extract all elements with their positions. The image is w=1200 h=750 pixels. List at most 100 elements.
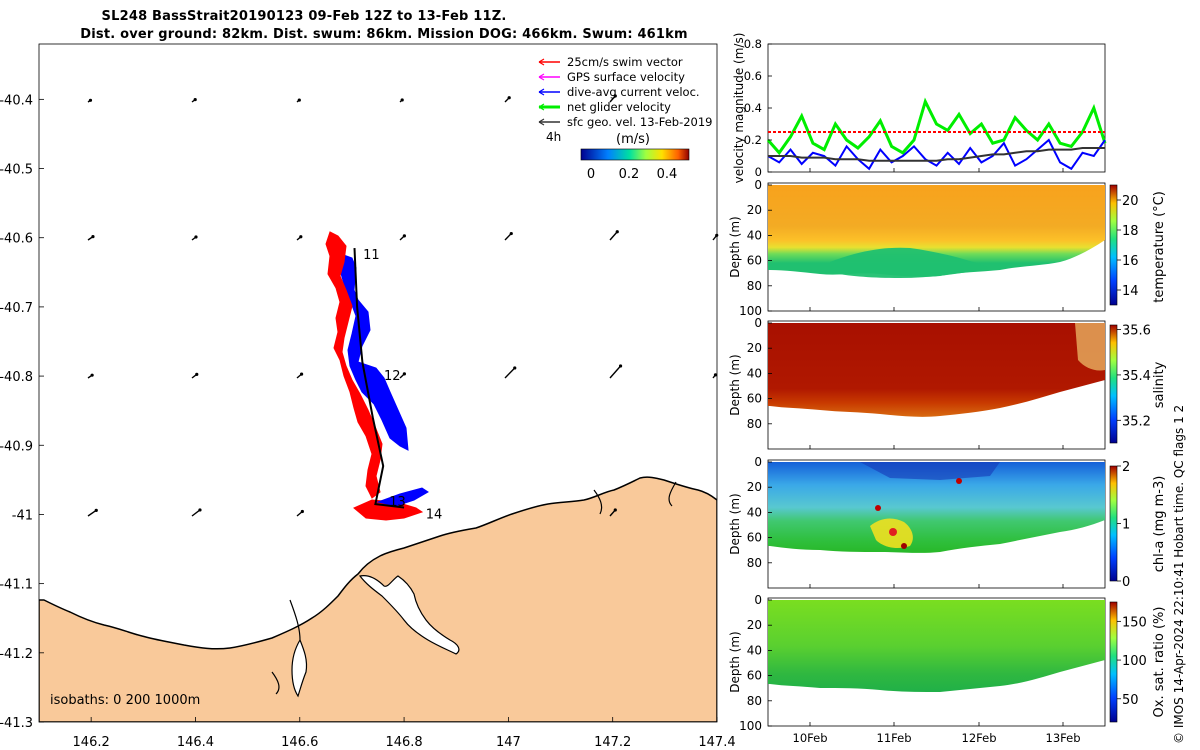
time-tick-label: 13Feb bbox=[1046, 731, 1081, 745]
colorbar-tick-label: 35.2 bbox=[1122, 414, 1151, 429]
time-x-ticks: 10Feb 11Feb 12Feb 13Feb bbox=[793, 168, 1081, 745]
map-x-tick-label: 147 bbox=[496, 735, 521, 750]
depth-tick-label: 80 bbox=[747, 556, 762, 570]
depth-tick-label: 60 bbox=[747, 531, 762, 545]
map-y-tick-label: -40.8 bbox=[0, 370, 33, 385]
depth-tick-label: 0 bbox=[754, 455, 762, 469]
velocity-arrow-head bbox=[507, 96, 511, 100]
surface-velocity-vectors bbox=[87, 94, 719, 517]
map-x-tick-label: 146.6 bbox=[281, 735, 318, 750]
chlorophyll-hotspot bbox=[901, 543, 907, 549]
time-tick-label: 12Feb bbox=[962, 731, 997, 745]
colorbar-tick-label: 2 bbox=[1122, 460, 1130, 475]
depth-axis-label: Depth (m) bbox=[728, 216, 742, 277]
title-line-1: SL248 BassStrait20190123 09-Feb 12Z to 1… bbox=[101, 9, 507, 24]
velocity-y-tick-label: 0.8 bbox=[744, 37, 762, 51]
map-x-ticks: 146.2 146.4 146.6 146.8 147 147.2 147.4 bbox=[73, 717, 736, 750]
map-y-tick-label: -41.3 bbox=[0, 716, 33, 731]
chlorophyll-colorbar bbox=[1109, 465, 1118, 582]
depth-tick-label: 40 bbox=[747, 505, 762, 519]
depth-tick-label: 40 bbox=[747, 366, 762, 380]
depth-tick-label: 100 bbox=[739, 304, 762, 318]
salinity-colorbar-ticks: 35.2 35.4 35.6 bbox=[1117, 324, 1151, 429]
velocity-arrow bbox=[609, 231, 618, 241]
velocity-panel: 0 0.2 0.4 0.6 0.8 velocity magnitude (m/s) bbox=[732, 33, 1107, 184]
salinity-y-ticks: 0 20 40 60 80 bbox=[747, 316, 772, 431]
depth-tick-label: 60 bbox=[747, 669, 762, 683]
map-y-tick-label: -41 bbox=[12, 508, 33, 523]
velocity-series-line bbox=[767, 138, 1106, 171]
map-y-tick-label: -40.7 bbox=[0, 301, 33, 316]
chlorophyll-y-ticks: 0 20 40 60 80 bbox=[747, 455, 772, 570]
velocity-arrow-head bbox=[402, 234, 406, 238]
coastline-land bbox=[39, 476, 717, 722]
oxygen-colorbar-ticks: 50 100 150 bbox=[1117, 615, 1147, 708]
velocity-arrow-head bbox=[509, 231, 513, 236]
legend-arrowhead bbox=[538, 103, 545, 111]
velocity-arrow-head bbox=[299, 372, 304, 376]
velocity-series-line bbox=[768, 147, 1105, 162]
velocity-arrow-head bbox=[194, 235, 198, 239]
legend-duration-label: 4h bbox=[546, 130, 561, 144]
depth-tick-label: 40 bbox=[747, 643, 762, 657]
map-x-tick-label: 147.4 bbox=[698, 735, 735, 750]
salinity-colorbar bbox=[1109, 324, 1118, 444]
map-y-tick-label: -41.2 bbox=[0, 647, 33, 662]
day-marker-label: 13 bbox=[389, 495, 406, 510]
depth-tick-label: 80 bbox=[747, 279, 762, 293]
depth-tick-label: 80 bbox=[747, 417, 762, 431]
map-axes-box bbox=[38, 43, 718, 723]
oxygen-field bbox=[768, 600, 1105, 692]
map-y-tick-label: -40.5 bbox=[0, 163, 33, 178]
velocity-arrow bbox=[609, 365, 622, 379]
velocity-arrow-head bbox=[618, 364, 623, 368]
velocity-arrow-head bbox=[297, 98, 301, 102]
velocity-arrow-head bbox=[402, 372, 406, 376]
colorbar-label: Ox. sat. ratio (%) bbox=[1152, 607, 1167, 718]
day-marker-label: 12 bbox=[384, 369, 401, 384]
legend-colorbar-unit: (m/s) bbox=[616, 132, 650, 147]
chlorophyll-panel: 0 20 40 60 80 0 1 2 bbox=[747, 455, 1131, 590]
velocity-arrow-head bbox=[613, 508, 617, 512]
colorbar-label: temperature (°C) bbox=[1152, 191, 1167, 303]
oxygen-y-ticks: 0 20 40 60 80 100 bbox=[739, 593, 772, 733]
depth-tick-label: 40 bbox=[747, 228, 762, 242]
legend-arrowhead bbox=[538, 88, 545, 96]
map-y-tick-label: -41.1 bbox=[0, 578, 33, 593]
speed-colorbar-tick-label: 0.4 bbox=[657, 167, 678, 182]
colorbar-tick-label: 150 bbox=[1122, 615, 1147, 630]
isobaths-label: isobaths: 0 200 1000m bbox=[50, 693, 200, 708]
velocity-arrow bbox=[191, 509, 201, 517]
legend-arrowhead bbox=[538, 58, 545, 66]
velocity-y-tick-label: 0.4 bbox=[744, 101, 762, 115]
velocity-arrow-head bbox=[94, 508, 98, 512]
velocity-y-label: velocity magnitude (m/s) bbox=[732, 33, 746, 184]
profile-panels: 0 0.2 0.4 0.6 0.8 velocity magnitude (m/s) 0… bbox=[728, 33, 1167, 745]
estuary-arm-2 bbox=[271, 599, 301, 695]
copyright-text: © IMOS 14-Apr-2024 22:10:41 Hobart time.… bbox=[1172, 404, 1186, 744]
depth-axis-label: Depth (m) bbox=[728, 354, 742, 415]
temperature-cold-layer bbox=[830, 247, 990, 278]
glider-track-line bbox=[353, 248, 405, 509]
salinity-fresh-patch bbox=[1075, 323, 1105, 371]
map-y-ticks: -40.4 -40.5 -40.6 -40.7 -40.8 -40.9 -41 -41.1 -4… bbox=[0, 93, 44, 731]
depth-tick-label: 20 bbox=[747, 203, 762, 217]
depth-tick-label: 60 bbox=[747, 392, 762, 406]
day-marker-label: 14 bbox=[426, 507, 443, 522]
colorbar-tick-label: 35.4 bbox=[1122, 369, 1151, 384]
colorbar-tick-label: 18 bbox=[1122, 224, 1139, 239]
depth-tick-label: 0 bbox=[754, 178, 762, 192]
legend-item-label: GPS surface velocity bbox=[567, 70, 685, 84]
colorbar-tick-label: 16 bbox=[1122, 254, 1139, 269]
colorbar-tick-label: 35.6 bbox=[1122, 324, 1151, 339]
velocity-arrow bbox=[87, 509, 97, 517]
speed-colorbar-tick-label: 0.2 bbox=[619, 167, 640, 182]
velocity-arrow-head bbox=[299, 235, 303, 239]
velocity-arrow-head bbox=[90, 373, 94, 377]
velocity-arrow-head bbox=[193, 97, 197, 102]
velocity-arrow-head bbox=[300, 509, 304, 514]
colorbar-tick-label: 1 bbox=[1122, 518, 1130, 533]
velocity-arrow-head bbox=[615, 230, 619, 234]
velocity-series-line bbox=[766, 97, 1107, 156]
